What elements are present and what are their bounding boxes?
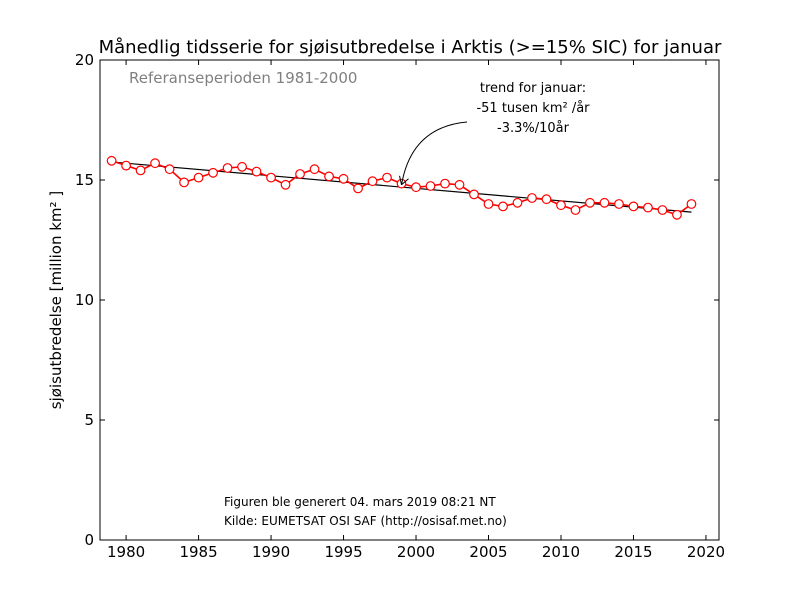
arrow-head — [399, 175, 409, 186]
data-point — [121, 160, 131, 171]
data-point — [643, 202, 653, 213]
data-point — [150, 158, 160, 169]
data-point — [498, 201, 508, 212]
x-axis: 1980 1985 1990 1995 2000 2005 2010 2015 2020 — [107, 60, 725, 561]
data-point — [382, 172, 392, 183]
data-point — [338, 173, 349, 184]
source-note: Kilde: EUMETSAT OSI SAF (http://osisaf.m… — [224, 514, 507, 528]
data-point — [266, 172, 276, 183]
data-point — [614, 199, 624, 209]
data-point — [193, 172, 204, 183]
data-point — [411, 182, 421, 193]
series-group — [106, 155, 697, 220]
data-point — [324, 171, 334, 182]
data-point — [512, 197, 523, 208]
data-point — [585, 197, 595, 208]
data-point — [672, 209, 682, 220]
x-tick-label: 2010 — [542, 543, 580, 561]
data-point — [686, 199, 697, 209]
data-point — [280, 179, 291, 190]
data-point — [454, 179, 465, 190]
data-point — [527, 193, 537, 203]
x-tick-label: 1980 — [107, 543, 145, 561]
y-tick-label: 10 — [75, 291, 94, 309]
data-point — [106, 155, 117, 166]
data-point — [135, 165, 146, 176]
data-point — [309, 164, 320, 175]
y-axis-label: sjøisutbredelse [million km² ] — [47, 191, 65, 409]
data-point — [657, 205, 668, 215]
y-axis: 0 5 10 15 20 — [75, 51, 719, 549]
x-tick-label: 2020 — [687, 543, 725, 561]
data-point — [570, 205, 581, 215]
x-tick-label: 2005 — [469, 543, 507, 561]
x-tick-label: 1985 — [179, 543, 217, 561]
data-point — [556, 200, 566, 211]
data-point — [353, 183, 363, 194]
trend-label-line-2: -51 tusen km² /år — [476, 101, 590, 116]
y-tick-label: 15 — [75, 171, 94, 189]
y-tick-label: 0 — [84, 531, 94, 549]
x-tick-label: 2015 — [614, 543, 652, 561]
trend-arrow — [399, 121, 468, 186]
arrow-shaft — [401, 121, 468, 185]
x-tick-label: 1990 — [252, 543, 290, 561]
trend-label-line-3: -3.3%/10år — [497, 121, 570, 136]
data-point — [164, 164, 175, 175]
data-point — [425, 181, 436, 191]
y-tick-label: 5 — [84, 411, 94, 429]
x-tick-label: 1995 — [324, 543, 362, 561]
data-point — [483, 199, 494, 209]
data-point — [599, 197, 610, 208]
data-point — [208, 167, 218, 178]
data-point — [237, 161, 247, 172]
chart-title: Månedlig tidsserie for sjøisutbredelse i… — [99, 37, 722, 58]
data-point — [222, 163, 233, 173]
data-point — [367, 176, 378, 187]
generated-note: Figuren ble generert 04. mars 2019 08:21… — [224, 495, 496, 509]
data-point — [440, 178, 450, 189]
y-tick-label: 20 — [75, 51, 94, 69]
data-point — [541, 194, 552, 205]
data-point — [251, 166, 262, 177]
reference-period-label: Referanseperioden 1981-2000 — [129, 69, 357, 87]
trend-label-line-1: trend for januar: — [480, 81, 586, 96]
data-point — [179, 177, 189, 188]
data-point — [628, 201, 639, 212]
plot-area — [99, 59, 720, 541]
data-point — [469, 189, 479, 200]
x-tick-label: 2000 — [397, 543, 435, 561]
data-point — [295, 169, 305, 179]
